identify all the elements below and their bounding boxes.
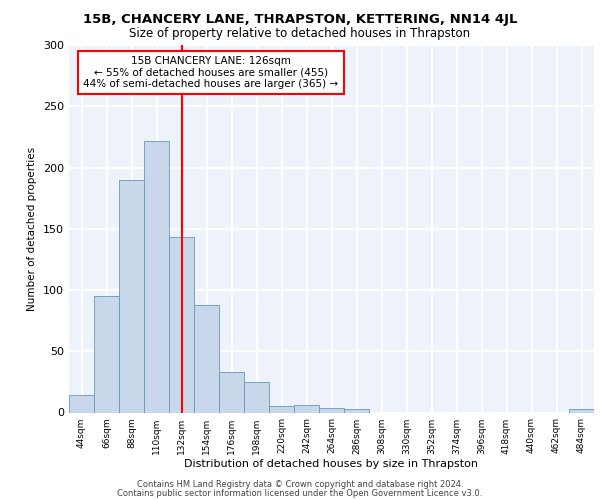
Bar: [244, 382, 269, 412]
Text: Contains public sector information licensed under the Open Government Licence v3: Contains public sector information licen…: [118, 488, 482, 498]
Text: Size of property relative to detached houses in Thrapston: Size of property relative to detached ho…: [130, 28, 470, 40]
X-axis label: Distribution of detached houses by size in Thrapston: Distribution of detached houses by size …: [185, 460, 479, 469]
Text: 15B, CHANCERY LANE, THRAPSTON, KETTERING, NN14 4JL: 15B, CHANCERY LANE, THRAPSTON, KETTERING…: [83, 12, 517, 26]
Bar: [169, 238, 194, 412]
Y-axis label: Number of detached properties: Number of detached properties: [28, 146, 37, 311]
Bar: [344, 409, 369, 412]
Text: Contains HM Land Registry data © Crown copyright and database right 2024.: Contains HM Land Registry data © Crown c…: [137, 480, 463, 489]
Bar: [269, 406, 294, 412]
Bar: [319, 408, 344, 412]
Bar: [144, 140, 169, 412]
Bar: [69, 396, 94, 412]
Bar: [94, 296, 119, 412]
Bar: [219, 372, 244, 412]
Bar: [294, 405, 319, 412]
Text: 15B CHANCERY LANE: 126sqm
← 55% of detached houses are smaller (455)
44% of semi: 15B CHANCERY LANE: 126sqm ← 55% of detac…: [83, 56, 338, 89]
Bar: [119, 180, 144, 412]
Bar: [194, 304, 219, 412]
Bar: [569, 409, 594, 412]
